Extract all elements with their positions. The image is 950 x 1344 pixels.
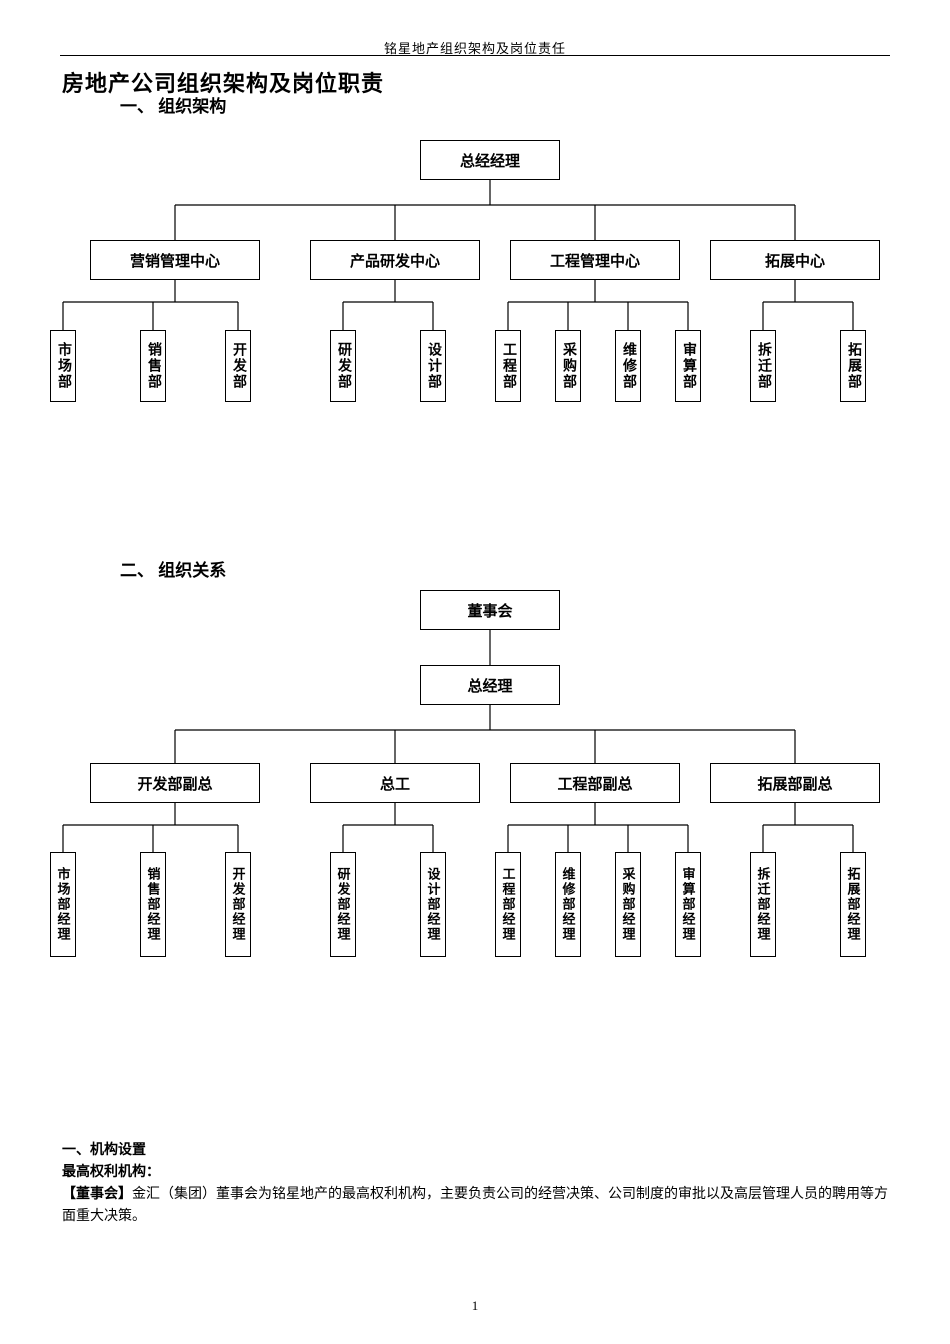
section-1-label: 一、 组织架构 [120, 92, 226, 117]
body-heading: 一、机构设置 [62, 1143, 146, 1158]
org-node: 工程部 [495, 330, 521, 402]
org-node: 审算部 [675, 330, 701, 402]
org-node: 总工 [310, 763, 480, 803]
org-node: 开发部经理 [225, 852, 251, 957]
org-node: 工程部经理 [495, 852, 521, 957]
org-node: 拓展部副总 [710, 763, 880, 803]
org-node: 拓展部 [840, 330, 866, 402]
org-node: 拆迁部 [750, 330, 776, 402]
org-node: 开发部副总 [90, 763, 260, 803]
org-node: 维修部经理 [555, 852, 581, 957]
org-node: 总经经理 [420, 140, 560, 180]
org-node: 研发部 [330, 330, 356, 402]
org-node: 研发部经理 [330, 852, 356, 957]
org-node: 总经理 [420, 665, 560, 705]
org-node: 董事会 [420, 590, 560, 630]
body-subheading: 最高权利机构： [62, 1165, 160, 1180]
org-node: 拓展中心 [710, 240, 880, 280]
org-node: 采购部经理 [615, 852, 641, 957]
page-number: 1 [0, 1298, 950, 1314]
org-node: 设计部 [420, 330, 446, 402]
org-node: 市场部 [50, 330, 76, 402]
org-node: 工程部副总 [510, 763, 680, 803]
org-node: 审算部经理 [675, 852, 701, 957]
org-node: 营销管理中心 [90, 240, 260, 280]
org-node: 市场部经理 [50, 852, 76, 957]
org-node: 销售部 [140, 330, 166, 402]
org-node: 拆迁部经理 [750, 852, 776, 957]
org-node: 产品研发中心 [310, 240, 480, 280]
body-para-text: 金汇（集团）董事会为铭星地产的最高权利机构，主要负责公司的经营决策、公司制度的审… [62, 1187, 888, 1224]
org-node: 设计部经理 [420, 852, 446, 957]
org-node: 拓展部经理 [840, 852, 866, 957]
org-node: 开发部 [225, 330, 251, 402]
org-node: 工程管理中心 [510, 240, 680, 280]
body-text: 一、机构设置 最高权利机构： 【董事会】金汇（集团）董事会为铭星地产的最高权利机… [62, 1140, 898, 1228]
body-para-label: 【董事会】 [62, 1187, 132, 1202]
org-node: 维修部 [615, 330, 641, 402]
org-node: 销售部经理 [140, 852, 166, 957]
org-node: 采购部 [555, 330, 581, 402]
header-rule [60, 55, 890, 56]
section-2-label: 二、 组织关系 [120, 556, 226, 581]
